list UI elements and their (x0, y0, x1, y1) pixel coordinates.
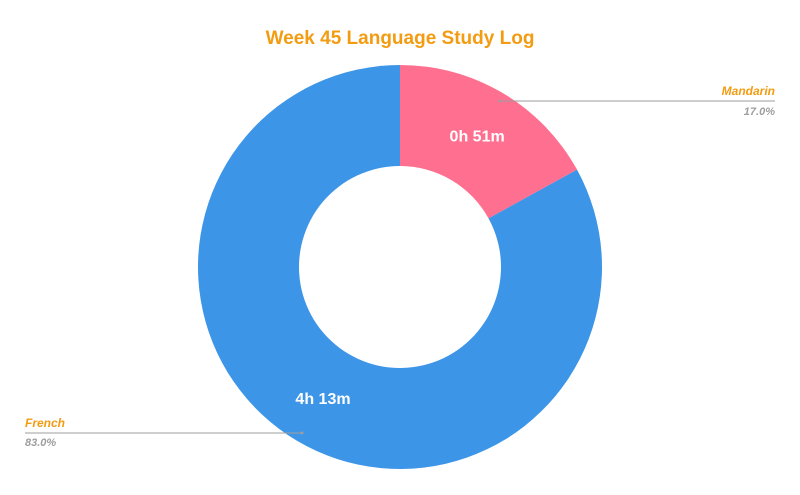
legend-name-french: French (25, 416, 65, 430)
slice-label-french: 4h 13m (295, 391, 350, 408)
legend-percent-french: 83.0% (25, 437, 56, 449)
slice-mandarin (400, 65, 578, 219)
slice-french (198, 65, 602, 470)
legend-callouts: Mandarin 17.0% French 83.0% (25, 84, 775, 449)
leader-dot-mandarin (498, 99, 502, 103)
chart-title: Week 45 Language Study Log (266, 28, 535, 49)
slice-labels: 0h 51m 4h 13m (295, 129, 504, 408)
legend-name-mandarin: Mandarin (722, 84, 775, 98)
leader-dot-french (300, 431, 304, 435)
legend-percent-mandarin: 17.0% (744, 106, 775, 118)
donut-slices (198, 65, 602, 470)
slice-label-mandarin: 0h 51m (450, 129, 505, 146)
